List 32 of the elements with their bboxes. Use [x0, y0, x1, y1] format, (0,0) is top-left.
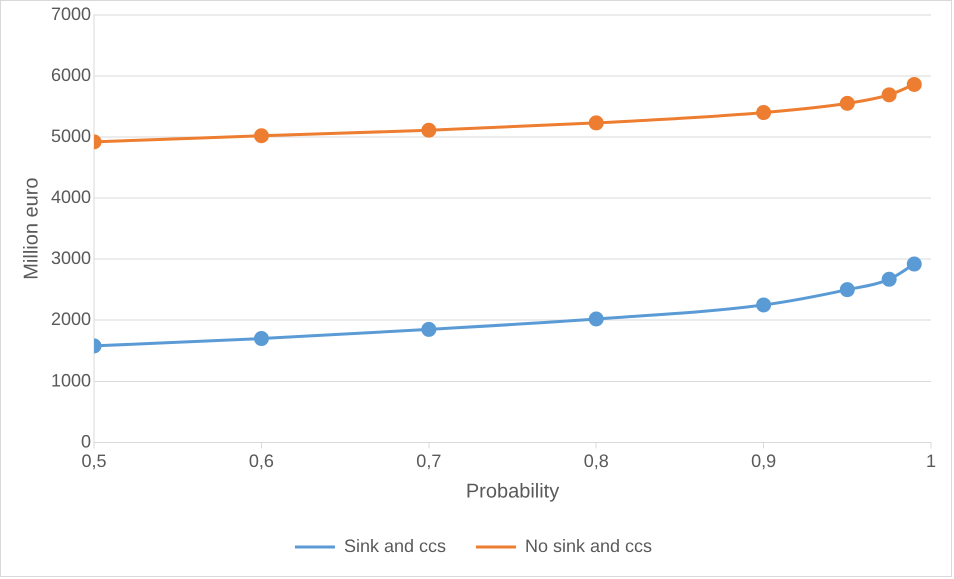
point	[840, 282, 855, 298]
y-tick-label: 2000	[50, 309, 92, 330]
point	[421, 122, 436, 138]
legend-label: Sink and ccs	[344, 536, 446, 556]
x-tick-label: 0,6	[248, 451, 274, 472]
point	[906, 76, 922, 92]
y-tick-label: 1000	[50, 370, 92, 390]
point	[254, 128, 269, 144]
point	[254, 331, 269, 346]
y-tick-label: 5000	[50, 126, 92, 146]
y-tick-label: 7000	[50, 4, 92, 24]
point	[421, 322, 436, 337]
point	[882, 272, 897, 287]
x-axis-title: Probability	[466, 480, 560, 503]
y-axis-title: Million euro	[20, 177, 43, 280]
point	[588, 115, 604, 130]
x-tick-label: 0,9	[751, 451, 776, 472]
point	[906, 256, 922, 272]
x-tick-label: 1	[926, 451, 936, 472]
y-tick-label: 3000	[50, 248, 92, 268]
point	[756, 297, 772, 312]
y-tick-label: 6000	[50, 64, 92, 85]
x-tick-label: 0,8	[584, 451, 609, 472]
y-tick-label: 0	[81, 431, 92, 452]
point	[756, 105, 772, 120]
legend-label: No sink and ccs	[525, 536, 652, 556]
point	[588, 312, 604, 327]
y-tick-label: 4000	[50, 187, 92, 208]
x-tick-label: 0,7	[416, 451, 442, 472]
point	[882, 87, 897, 102]
x-tick-label: 0,5	[82, 451, 107, 472]
point	[840, 96, 855, 111]
